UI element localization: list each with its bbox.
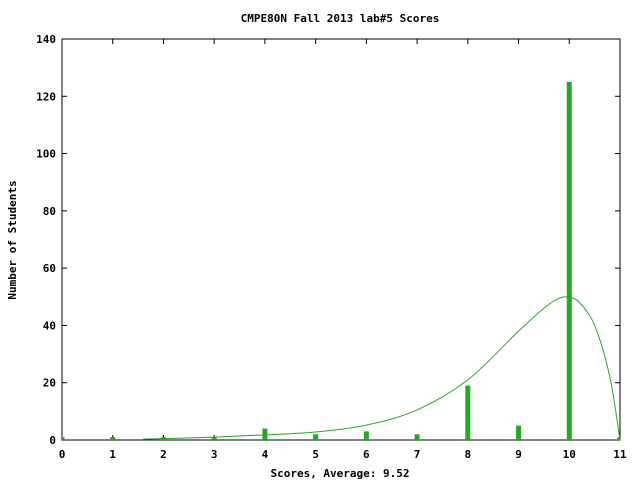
score-bar <box>465 385 471 440</box>
x-tick-label: 5 <box>312 448 319 461</box>
x-tick-label: 1 <box>109 448 116 461</box>
bar-series <box>62 81 620 440</box>
x-tick-label: 6 <box>363 448 370 461</box>
score-bar <box>211 437 217 440</box>
x-tick-label: 4 <box>262 448 269 461</box>
y-tick-label: 0 <box>49 434 56 447</box>
y-tick-label: 60 <box>43 262 56 275</box>
score-bar <box>262 428 268 440</box>
x-tick-label: 3 <box>211 448 218 461</box>
x-tick-label: 9 <box>515 448 522 461</box>
x-tick-label: 10 <box>563 448 576 461</box>
y-tick-label: 120 <box>36 90 56 103</box>
x-axis: 0 1 2 3 4 5 6 7 8 9 10 11 <box>59 39 627 461</box>
x-tick-label: 2 <box>160 448 167 461</box>
y-tick-label: 20 <box>43 377 56 390</box>
score-bar <box>62 437 65 440</box>
x-tick-label: 7 <box>414 448 421 461</box>
score-bar <box>617 437 620 440</box>
score-bar <box>516 425 522 440</box>
fit-curve-line <box>143 296 621 441</box>
y-tick-label: 80 <box>43 205 56 218</box>
score-bar <box>363 431 369 440</box>
y-axis-label: Number of Students <box>6 180 19 299</box>
x-axis-label: Scores, Average: 9.52 <box>270 467 409 480</box>
score-bar <box>414 434 420 440</box>
y-tick-label: 40 <box>43 319 56 332</box>
x-tick-label: 8 <box>465 448 472 461</box>
y-tick-label: 100 <box>36 148 56 161</box>
score-bar <box>313 434 319 440</box>
x-tick-label: 0 <box>59 448 66 461</box>
plot-area-frame <box>61 38 621 441</box>
y-tick-label: 140 <box>36 33 56 46</box>
score-bar <box>566 81 572 440</box>
score-bar <box>110 437 116 440</box>
x-tick-label: 11 <box>613 448 627 461</box>
chart-title: CMPE80N Fall 2013 lab#5 Scores <box>241 12 440 25</box>
y-axis: 0 20 40 60 80 100 120 140 <box>36 33 620 447</box>
